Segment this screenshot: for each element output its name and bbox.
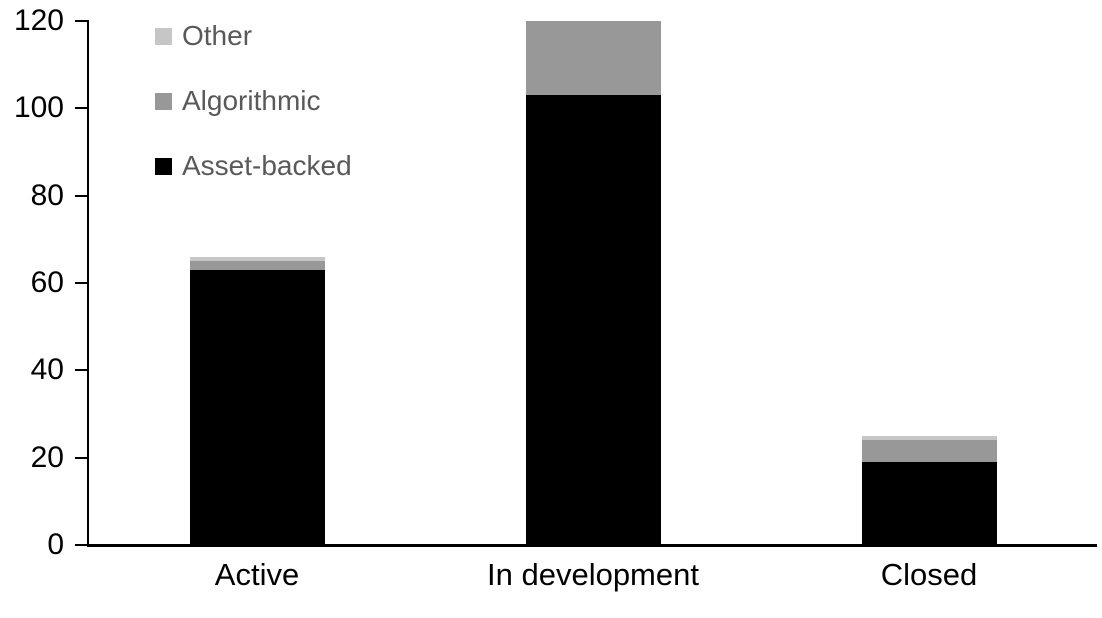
y-axis-line bbox=[87, 20, 89, 546]
bar-segment-active-other bbox=[189, 256, 325, 262]
y-tick-label: 60 bbox=[30, 266, 64, 299]
legend-swatch-icon bbox=[155, 27, 172, 45]
bar-segment-active-algorithmic bbox=[189, 261, 325, 270]
legend-item-other: Other bbox=[155, 22, 352, 50]
y-tick-label: 40 bbox=[30, 353, 64, 387]
y-tick-mark bbox=[75, 20, 88, 22]
y-tick-mark bbox=[75, 282, 88, 284]
legend-swatch-icon bbox=[155, 92, 172, 110]
y-tick-mark bbox=[75, 456, 88, 459]
legend: Other Algorithmic Asset-backed bbox=[155, 22, 352, 217]
bar-segment-closed-algorithmic bbox=[861, 440, 997, 463]
legend-label: Algorithmic bbox=[182, 85, 321, 116]
bar-segment-closed-asset-backed bbox=[861, 462, 997, 545]
y-tick-mark bbox=[75, 107, 88, 110]
x-axis-line bbox=[87, 544, 1097, 547]
bar-segment-closed-other bbox=[861, 435, 997, 441]
legend-item-algorithmic: Algorithmic bbox=[155, 87, 352, 115]
legend-item-asset-backed: Asset-backed bbox=[155, 152, 352, 180]
legend-swatch-icon bbox=[155, 157, 172, 175]
bar-segment-active-asset-backed bbox=[189, 269, 325, 545]
y-tick-label: 20 bbox=[30, 440, 64, 474]
legend-label: Other bbox=[182, 20, 253, 51]
y-tick-mark bbox=[75, 194, 88, 197]
x-axis-label-in-development: In development bbox=[487, 557, 699, 592]
y-tick-label: 120 bbox=[13, 4, 64, 37]
legend-label: Asset-backed bbox=[182, 150, 352, 181]
x-axis-label-closed: Closed bbox=[880, 557, 978, 592]
y-tick-label: 100 bbox=[13, 91, 64, 125]
bar-segment-in-development-algorithmic bbox=[525, 21, 661, 96]
y-tick-mark bbox=[75, 544, 88, 546]
y-tick-mark bbox=[75, 369, 88, 372]
y-tick-label: 80 bbox=[30, 178, 64, 212]
y-tick-label: 0 bbox=[47, 528, 64, 561]
bar-segment-in-development-asset-backed bbox=[525, 95, 661, 545]
x-axis-label-active: Active bbox=[214, 557, 300, 592]
